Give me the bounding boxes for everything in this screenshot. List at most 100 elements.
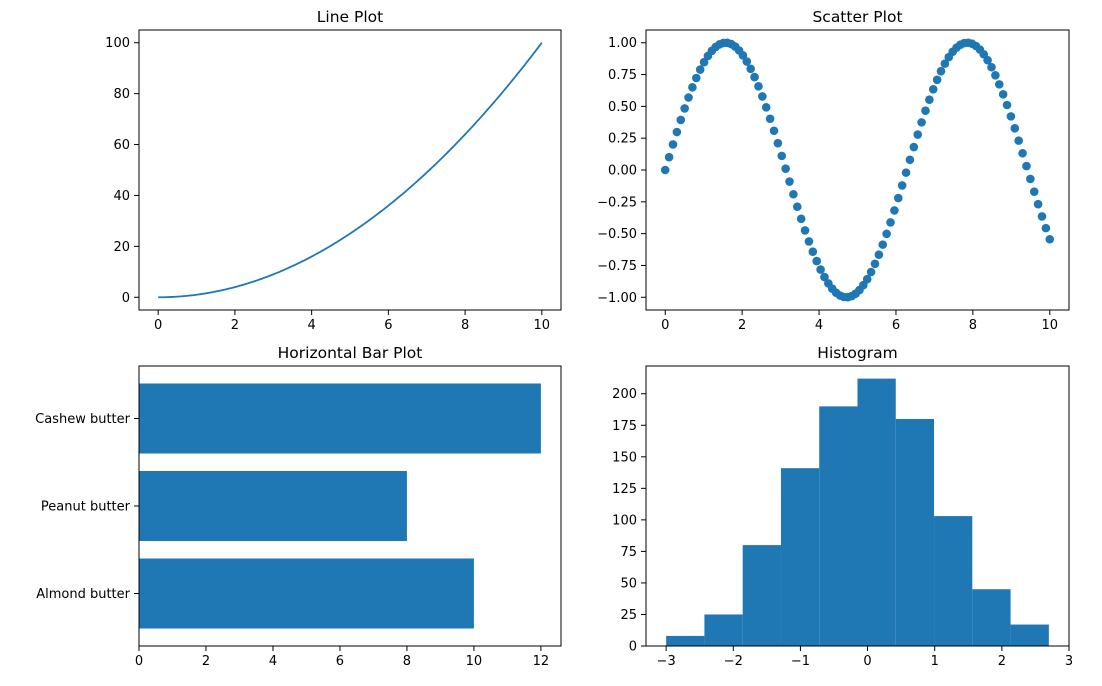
scatter-point bbox=[1029, 187, 1039, 196]
scatter-point bbox=[754, 82, 763, 91]
axes-frame bbox=[645, 365, 1070, 647]
plot-title: Histogram bbox=[817, 344, 897, 362]
x-tick-label: 0 bbox=[863, 654, 871, 669]
scatter-point bbox=[928, 85, 938, 94]
x-tick-label: 10 bbox=[466, 654, 483, 669]
horizontal-bar-plot: Horizontal Bar Plot Almond butter Peanut b… bbox=[35, 344, 562, 669]
scatter-point bbox=[862, 274, 872, 284]
category-label: Almond butter bbox=[36, 587, 130, 602]
histogram-bin bbox=[934, 516, 973, 646]
scatter-point bbox=[917, 118, 926, 127]
scatter-point bbox=[773, 138, 783, 148]
scatter-point bbox=[882, 229, 891, 239]
y-tick-label: −0.25 bbox=[597, 195, 637, 210]
category-label: Cashew butter bbox=[35, 412, 131, 427]
plot-title: Line Plot bbox=[317, 8, 383, 26]
x-tick-label: 8 bbox=[461, 318, 469, 333]
scatter-point bbox=[866, 267, 876, 277]
x-tick-label: −3 bbox=[657, 654, 676, 669]
y-tick-label: 0.50 bbox=[608, 100, 637, 115]
scatter-point bbox=[983, 55, 992, 65]
scatter-point bbox=[878, 240, 888, 249]
axes-frame bbox=[138, 365, 562, 647]
scatter-point bbox=[781, 164, 790, 173]
scatter-point bbox=[936, 66, 946, 76]
scatter-point bbox=[777, 151, 787, 161]
histogram: Histogram −3 −2 −1 0 1 2 3 0 25 50 75 100 125 150 175 20… bbox=[612, 344, 1073, 669]
x-tick-label: 4 bbox=[815, 318, 823, 333]
histogram-bin bbox=[704, 614, 743, 646]
scatter-point bbox=[1026, 174, 1035, 184]
scatter-point bbox=[890, 206, 899, 215]
scatter-point bbox=[680, 104, 689, 113]
x-tick-label: 6 bbox=[336, 654, 344, 669]
scatter-point bbox=[1018, 148, 1027, 158]
scatter-point bbox=[796, 214, 806, 224]
histogram-bin bbox=[666, 635, 705, 646]
x-tick-label: 3 bbox=[1065, 654, 1073, 669]
scatter-point bbox=[672, 127, 682, 137]
scatter-point bbox=[738, 51, 748, 60]
y-tick-label: 0 bbox=[122, 291, 130, 306]
x-tick-label: 12 bbox=[533, 654, 550, 669]
y-tick-label: 125 bbox=[612, 482, 637, 497]
scatter-point bbox=[893, 193, 903, 203]
y-tick-label: 150 bbox=[612, 450, 637, 465]
histogram-bin bbox=[972, 589, 1011, 646]
y-tick-label: 20 bbox=[113, 240, 130, 255]
y-tick-label: 40 bbox=[113, 189, 130, 204]
y-tick-label: 0.75 bbox=[608, 68, 637, 83]
scatter-point bbox=[921, 106, 930, 116]
scatter-point bbox=[684, 93, 693, 102]
x-tick-label: 10 bbox=[1041, 318, 1058, 333]
x-tick-label: 2 bbox=[738, 318, 746, 333]
x-tick-label: 0 bbox=[661, 318, 669, 333]
scatter-point bbox=[886, 218, 895, 227]
scatter-point bbox=[746, 64, 755, 74]
scatter-point bbox=[692, 73, 701, 83]
scatter-point bbox=[991, 71, 1000, 80]
histogram-bin bbox=[780, 468, 820, 646]
scatter-point bbox=[660, 165, 670, 175]
scatter-point bbox=[874, 250, 884, 259]
scatter-point bbox=[1033, 199, 1043, 209]
scatter-point bbox=[1002, 100, 1012, 110]
scatter-point bbox=[668, 140, 678, 149]
scatter-point bbox=[785, 177, 794, 186]
y-tick-label: 50 bbox=[620, 576, 637, 591]
scatter-point bbox=[909, 142, 919, 152]
histogram-bin bbox=[819, 406, 858, 646]
bar bbox=[139, 558, 474, 629]
scatter-point bbox=[769, 126, 779, 136]
scatter-point bbox=[987, 62, 996, 72]
x-tick-label: 2 bbox=[202, 654, 210, 669]
y-tick-label: 100 bbox=[105, 36, 130, 51]
x-tick-label: 2 bbox=[998, 654, 1006, 669]
scatter-point bbox=[994, 80, 1004, 89]
x-tick-label: 1 bbox=[931, 654, 939, 669]
scatter-point bbox=[820, 272, 829, 282]
scatter-point bbox=[1006, 112, 1016, 121]
scatter-point bbox=[789, 189, 798, 199]
scatter-point bbox=[812, 256, 822, 266]
scatter-point bbox=[940, 59, 950, 68]
histogram-bin bbox=[895, 418, 935, 646]
histogram-bin bbox=[857, 378, 896, 646]
scatter-point bbox=[664, 152, 674, 162]
scatter-point bbox=[1045, 234, 1055, 244]
y-tick-label: 0.25 bbox=[608, 132, 637, 147]
x-tick-label: 8 bbox=[403, 654, 411, 669]
scatter-point bbox=[1022, 161, 1031, 171]
x-tick-label: 6 bbox=[384, 318, 392, 333]
plot-title: Scatter Plot bbox=[812, 8, 902, 26]
x-tick-label: 6 bbox=[892, 318, 900, 333]
scatter-point bbox=[1037, 212, 1047, 221]
x-tick-label: 4 bbox=[269, 654, 277, 669]
y-tick-label: 80 bbox=[113, 87, 130, 102]
scatter-point bbox=[688, 83, 697, 92]
scatter-point bbox=[913, 130, 923, 139]
scatter-point bbox=[765, 114, 775, 124]
x-tick-label: −1 bbox=[791, 654, 810, 669]
scatter-point bbox=[758, 92, 767, 101]
